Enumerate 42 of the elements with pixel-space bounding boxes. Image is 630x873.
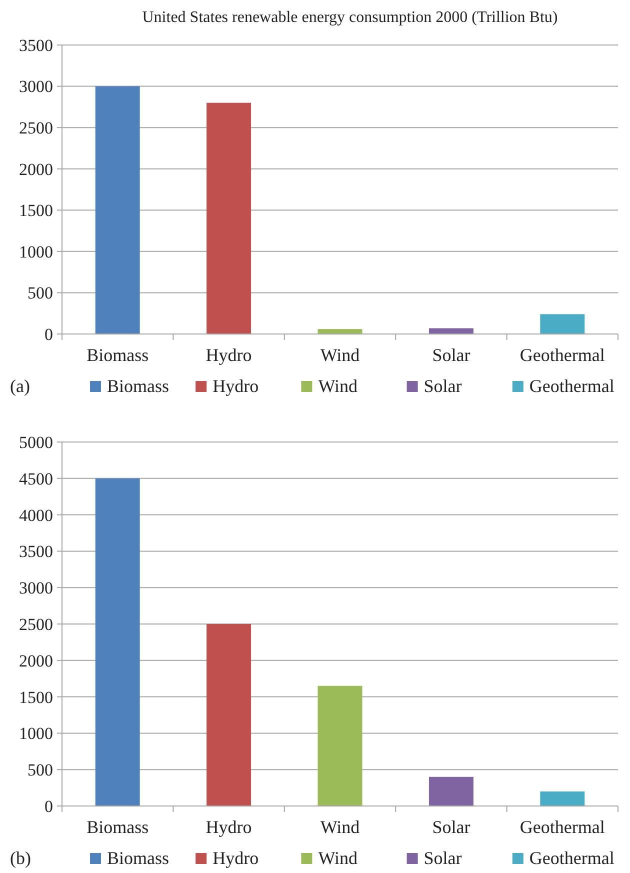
legend-label: Biomass [107, 848, 170, 868]
y-tick-label: 2000 [19, 651, 53, 670]
y-tick-label: 500 [28, 284, 53, 303]
x-tick-label: Hydro [206, 817, 252, 837]
y-tick-label: 0 [44, 324, 53, 344]
legend-label: Wind [318, 376, 358, 396]
text: (a) [10, 376, 30, 396]
y-tick-label: 2500 [19, 118, 53, 138]
x-tick-label: Biomass [86, 817, 149, 837]
x-tick-label: Biomass [86, 345, 149, 365]
y-tick-label: 1500 [19, 201, 53, 220]
legend-label: Biomass [107, 376, 170, 396]
y-tick-label: 2000 [19, 160, 53, 179]
y-tick-label: 4000 [19, 506, 53, 525]
y-tick-label: 3500 [19, 36, 53, 55]
legend-label: Geothermal [529, 376, 614, 396]
y-tick-label: 1500 [19, 688, 53, 707]
y-tick-label: 5000 [19, 432, 53, 452]
y-tick-label: 3000 [19, 77, 53, 96]
y-tick-label: 1000 [19, 242, 53, 262]
x-tick-label: Hydro [206, 345, 252, 365]
y-tick-label: 2500 [19, 614, 53, 634]
chart-title: United States renewable energy consumption 2000 (Trillion Btu) [142, 9, 558, 26]
x-tick-label: Solar [432, 345, 470, 365]
y-tick-label: 4500 [19, 469, 53, 488]
y-tick-label: 3000 [19, 578, 53, 598]
legend-label: Solar [424, 848, 462, 868]
y-tick-label: 1000 [19, 724, 53, 744]
legend-label: Hydro [212, 376, 259, 396]
legend-label: Geothermal [529, 848, 614, 868]
text: (b) [10, 848, 31, 868]
y-tick-label: 3500 [19, 542, 53, 562]
legend-label: Solar [424, 376, 462, 396]
x-tick-label: Wind [320, 817, 360, 837]
x-tick-label: Geothermal [520, 817, 605, 837]
y-tick-label: 500 [28, 760, 53, 780]
legend-label: Wind [318, 848, 358, 868]
x-tick-label: Wind [320, 345, 360, 365]
legend-label: Hydro [212, 848, 259, 868]
x-tick-label: Geothermal [520, 345, 605, 365]
x-tick-label: Solar [432, 817, 470, 837]
y-tick-label: 0 [44, 796, 53, 816]
